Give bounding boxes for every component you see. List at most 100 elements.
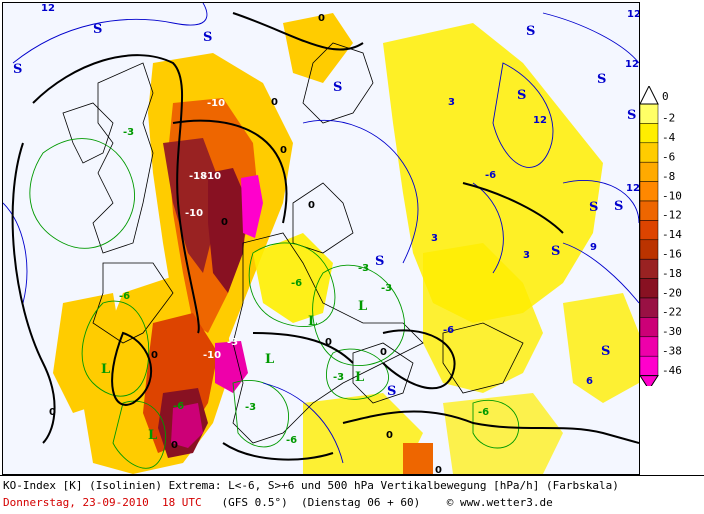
legend-label: -30 — [662, 325, 682, 338]
maximum-marker: S — [517, 88, 526, 103]
contour-label: -6 — [478, 407, 489, 418]
legend-swatch — [639, 142, 659, 163]
contour-label: 0 — [386, 430, 393, 441]
legend-swatch — [639, 103, 659, 124]
chart-caption: KO-Index [K] (Isolinien) Extrema: L<-6, … — [0, 475, 704, 514]
legend-swatch — [639, 161, 659, 182]
map-canvas: 0 0 0 0 0 0 0 0 0 0 0 0 12 12 12 12 12 -6 -6 -6 -6 -6 -3 -3 -3 -3… — [3, 3, 639, 474]
isolines-positive — [3, 3, 639, 464]
legend-label: -8 — [662, 170, 675, 183]
minimum-marker: L — [101, 362, 110, 377]
contour-label: 0 — [308, 200, 315, 211]
legend-label: -20 — [662, 286, 682, 299]
maximum-marker: S — [333, 80, 342, 95]
contour-label: 9 — [590, 242, 597, 253]
contour-label: 0 — [151, 350, 158, 361]
legend-label: 0 — [662, 90, 669, 103]
maximum-marker: S — [375, 254, 384, 269]
minimum-marker: L — [308, 314, 317, 329]
contour-label: 12 — [533, 115, 547, 126]
contour-label: 12 — [625, 59, 639, 70]
legend-swatch — [639, 239, 659, 260]
contour-label: 0 — [380, 347, 387, 358]
legend-label: -4 — [662, 131, 676, 144]
contour-label: 0 — [171, 440, 178, 451]
color-scale-legend: 0 -2 -4 -6 -8 -10 -12 -14 -16 -18 -20 -22 -30 -38 -46 — [639, 84, 704, 391]
legend-label: -10 — [662, 189, 682, 202]
legend-label: -6 — [662, 151, 675, 164]
maximum-marker: S — [387, 384, 396, 399]
legend-bar: 0 -2 -4 -6 -8 -10 -12 -14 -16 -18 -20 -22 -30 -38 -46 — [639, 84, 682, 391]
contour-label: 0 — [318, 13, 325, 24]
maximum-marker: S — [551, 244, 560, 259]
contour-label: -6 — [443, 325, 454, 336]
minimum-marker: L — [358, 299, 367, 314]
legend-swatch — [639, 355, 659, 376]
isolines-negative — [29, 138, 520, 469]
contour-label: 12 — [627, 9, 639, 20]
contour-label: 12 — [41, 3, 55, 14]
contour-labels: 0 0 0 0 0 0 0 0 0 0 0 0 12 12 12 12 12 -6 -6 -6 -6 -6 -3 -3 -3 -3… — [41, 3, 639, 474]
legend-label: -12 — [662, 209, 682, 222]
contour-label: 3 — [431, 233, 438, 244]
minimum-marker: L — [355, 370, 364, 385]
maximum-marker: S — [13, 62, 22, 77]
contour-label: -3 — [358, 263, 369, 274]
contour-label: -3 — [123, 127, 134, 138]
contour-label: 0 — [271, 97, 278, 108]
maximum-marker: S — [203, 30, 212, 45]
contour-label: -10 — [207, 98, 225, 109]
maximum-marker: S — [601, 344, 610, 359]
contour-label: 3 — [448, 97, 455, 108]
contour-label: -3 — [245, 402, 256, 413]
copyright: © www.wetter3.de — [446, 496, 553, 509]
legend-swatch — [639, 297, 659, 318]
maximum-marker: S — [627, 108, 636, 123]
legend-label: -22 — [662, 306, 682, 319]
contour-label: 0 — [49, 407, 56, 418]
contour-label: -18 — [189, 171, 207, 182]
legend-swatch — [639, 258, 659, 279]
caption-title: KO-Index [K] (Isolinien) Extrema: L<-6, … — [3, 479, 619, 492]
contour-label: 0 — [221, 217, 228, 228]
legend-label: -18 — [662, 267, 682, 280]
contour-label: 6 — [586, 376, 593, 387]
legend-swatch — [639, 220, 659, 241]
caption-info: Donnerstag, 23-09-2010 18 UTC (GFS 0.5°)… — [3, 494, 553, 511]
contour-label: -6 — [173, 401, 184, 412]
legend-swatch — [639, 336, 659, 357]
contour-label: 0 — [325, 337, 332, 348]
contour-label: 12 — [626, 183, 639, 194]
legend-label: -46 — [662, 364, 682, 377]
legend-swatch — [639, 200, 659, 221]
contour-label: -10 — [185, 208, 203, 219]
contour-label: -6 — [291, 278, 302, 289]
contour-label: -3 — [333, 372, 344, 383]
maximum-marker: S — [93, 22, 102, 37]
maximum-marker: S — [589, 200, 598, 215]
maximum-marker: S — [597, 72, 606, 87]
legend-label: -14 — [662, 228, 682, 241]
minimum-marker: L — [265, 352, 274, 367]
forecast-date: Donnerstag, 23-09-2010 18 UTC — [3, 496, 202, 509]
legend-label: -38 — [662, 345, 682, 358]
contour-label: -6 — [286, 435, 297, 446]
maximum-marker: S — [526, 24, 535, 39]
minimum-marker: L — [148, 428, 157, 443]
extrema-markers: S S S S S S S S S S S S S S L L L L L L — [13, 22, 636, 443]
model-run: (GFS 0.5°) (Dienstag 06 + 60) — [201, 496, 421, 509]
contour-label: -10 — [203, 350, 221, 361]
maximum-marker: S — [614, 199, 623, 214]
contour-label: -3 — [381, 283, 392, 294]
contour-label: -6 — [485, 170, 496, 181]
isolines-zero — [11, 12, 639, 461]
legend-swatch — [639, 123, 659, 144]
contour-label: 0 — [280, 145, 287, 156]
contour-label: -3 — [227, 337, 238, 348]
legend-label: -2 — [662, 112, 675, 125]
legend-label: -16 — [662, 248, 682, 261]
contour-label: 3 — [523, 250, 530, 261]
legend-swatch — [639, 317, 659, 338]
legend-bottom-arrow — [639, 375, 659, 391]
